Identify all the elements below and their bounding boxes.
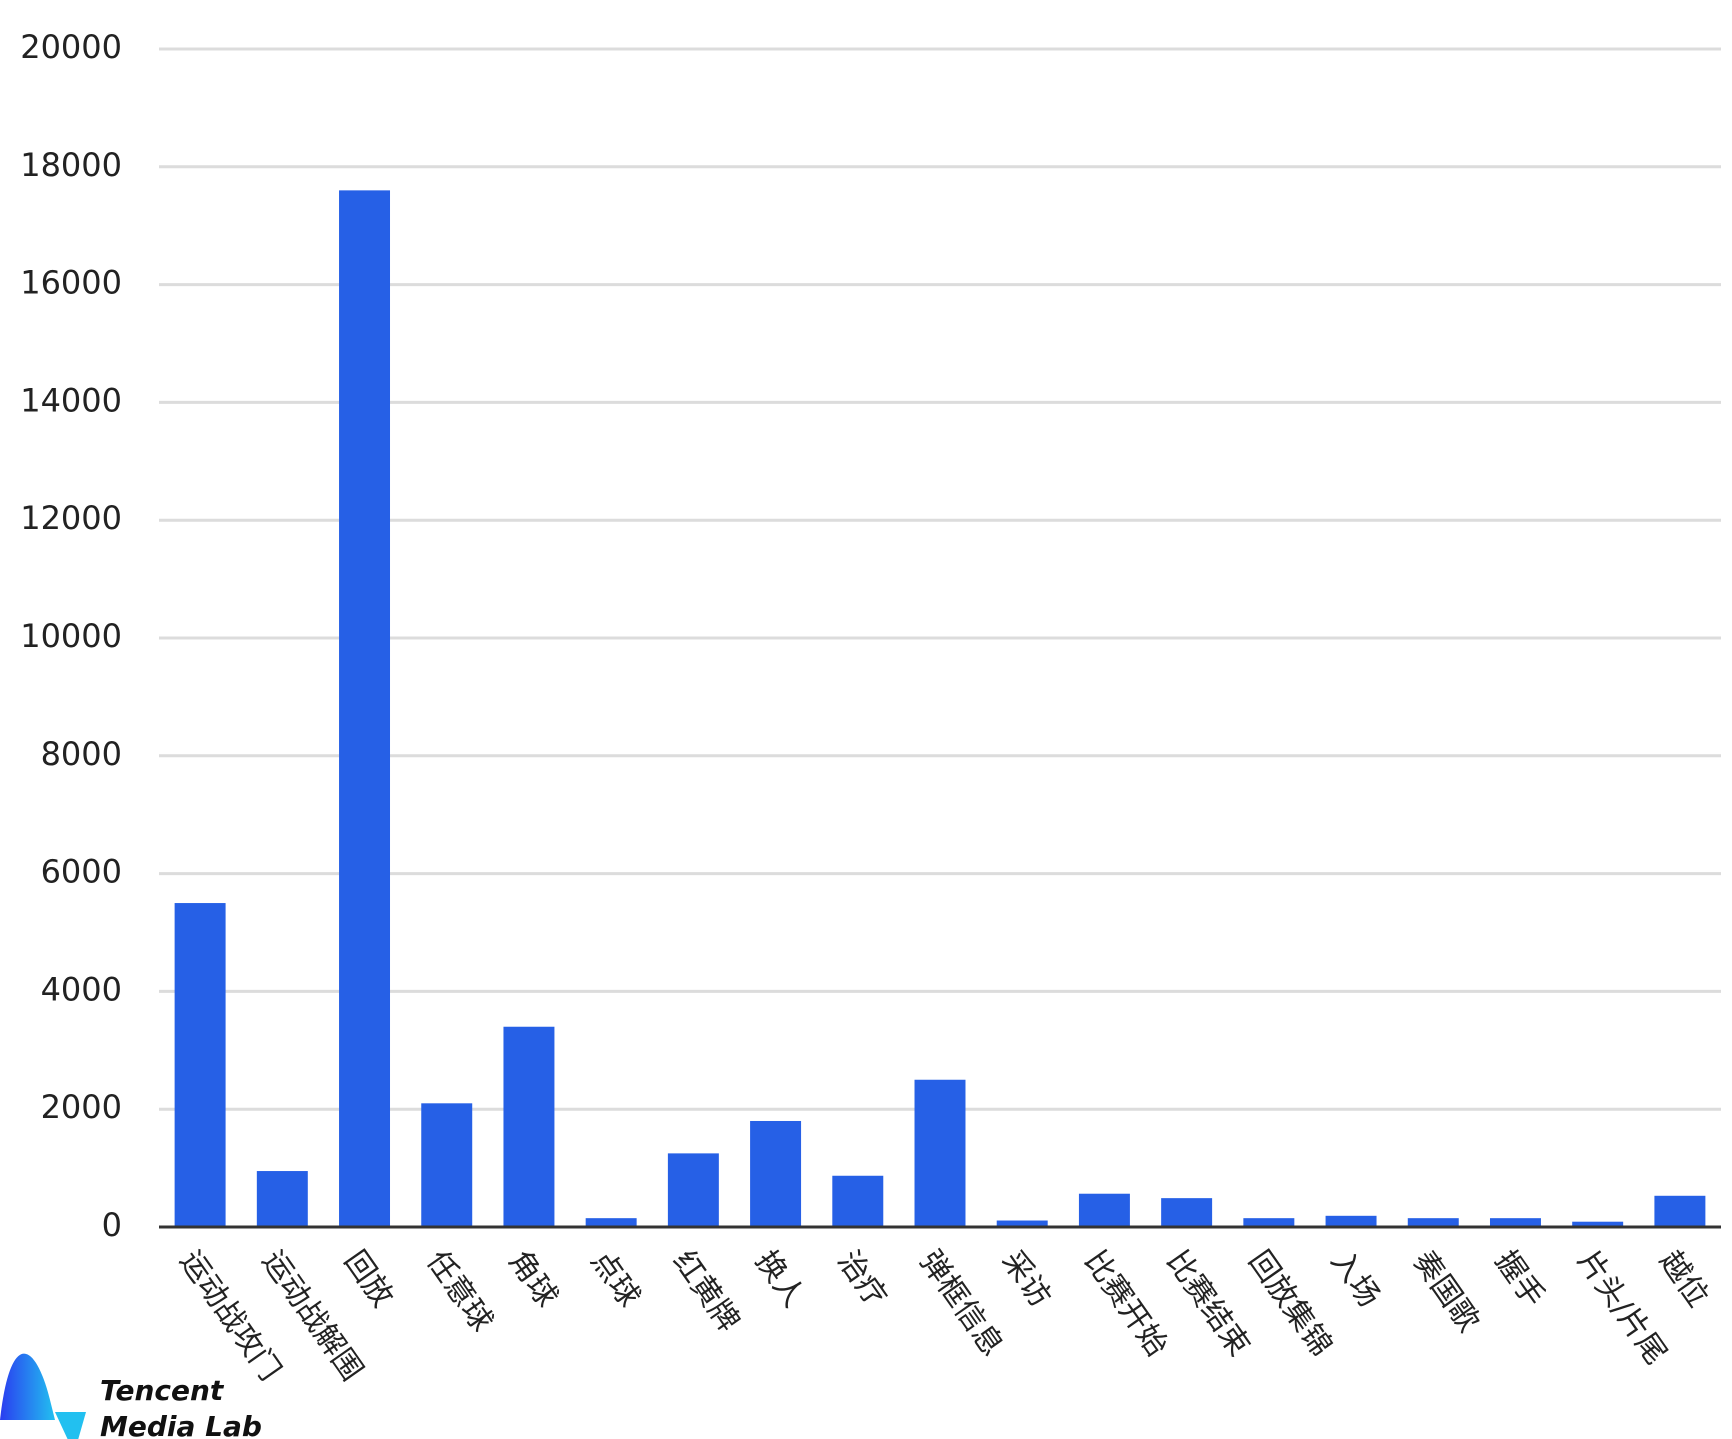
x-tick-label: 越位 (1652, 1244, 1715, 1313)
x-tick-label: 采访 (995, 1244, 1058, 1313)
x-tick-label: 比赛开始 (1077, 1244, 1174, 1362)
bar (1489, 1218, 1541, 1227)
bar (750, 1120, 802, 1227)
y-tick-label: 18000 (20, 146, 122, 184)
logo-mark (55, 1412, 86, 1439)
y-tick-label: 10000 (20, 617, 122, 655)
bar (1572, 1221, 1624, 1227)
bar (996, 1220, 1048, 1227)
logo-text: Media Lab (100, 1410, 262, 1439)
bar (1325, 1215, 1377, 1227)
y-tick-label: 16000 (20, 264, 122, 302)
logo-text: Tencent (100, 1374, 225, 1407)
bar (174, 903, 226, 1227)
y-tick-label: 20000 (20, 28, 122, 66)
y-tick-label: 8000 (41, 735, 122, 773)
bar (1161, 1198, 1213, 1227)
x-tick-label: 弹框信息 (912, 1244, 1009, 1362)
x-tick-label: 治疗 (830, 1244, 893, 1313)
x-tick-label: 奏国歌 (1406, 1244, 1486, 1338)
logo: Tencent Media Lab (0, 1353, 262, 1439)
bar (585, 1218, 637, 1227)
logo-mark (0, 1353, 55, 1420)
x-tick-label: 点球 (584, 1244, 647, 1313)
x-tick-label: 回放集锦 (1241, 1244, 1338, 1362)
bar (1243, 1218, 1295, 1227)
x-tick-label: 入场 (1324, 1244, 1387, 1313)
x-tick-label: 红黄牌 (666, 1244, 746, 1338)
x-tick-label: 换人 (748, 1244, 811, 1313)
bar (832, 1175, 884, 1227)
bar (1078, 1193, 1130, 1227)
x-tick-label: 比赛结束 (1159, 1244, 1256, 1362)
bar (503, 1026, 555, 1227)
y-tick-label: 0 (102, 1206, 122, 1244)
bar (256, 1171, 308, 1227)
x-tick-label: 角球 (501, 1244, 564, 1313)
x-tick-label: 任意球 (419, 1244, 499, 1338)
y-tick-label: 2000 (41, 1088, 122, 1126)
y-tick-label: 4000 (41, 970, 122, 1008)
y-tick-label: 6000 (41, 853, 122, 891)
y-tick-label: 12000 (20, 499, 122, 537)
y-tick-label: 14000 (20, 381, 122, 419)
bar (667, 1153, 719, 1227)
bar (421, 1103, 473, 1227)
x-tick-label: 握手 (1488, 1244, 1551, 1313)
x-tick-label: 回放 (337, 1244, 400, 1313)
bar (1407, 1218, 1459, 1227)
bar (339, 190, 391, 1228)
bar (914, 1079, 966, 1227)
bar (1654, 1195, 1706, 1227)
